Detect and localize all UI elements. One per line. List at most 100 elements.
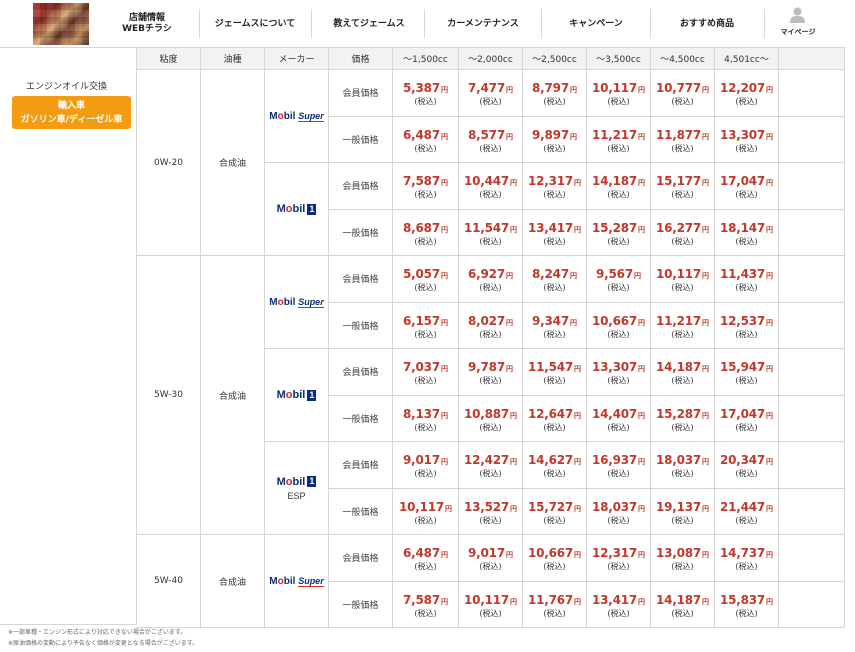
price-type-cell: 会員価格: [329, 163, 393, 210]
price-line: 8,687円: [403, 219, 448, 235]
yen-unit: 円: [510, 179, 518, 188]
price-line: 15,177円: [656, 172, 709, 188]
price-cell: 11,217円 (税込): [587, 116, 651, 163]
tax-label: (税込): [479, 97, 502, 107]
yen-unit: 円: [510, 458, 518, 467]
tax-label: (税込): [671, 562, 694, 572]
yen-unit: 円: [510, 597, 518, 606]
price-value: 11,547: [463, 220, 510, 235]
yen-unit: 円: [574, 411, 582, 420]
store-logo[interactable]: [33, 3, 89, 45]
yen-unit: 円: [638, 365, 646, 374]
tax-label: (税込): [735, 469, 758, 479]
tax-label: (税込): [735, 608, 758, 618]
general-price-label: 一般価格: [342, 414, 379, 425]
price-line: 15,287円: [656, 405, 709, 421]
maker-cell: Mobil Super: [265, 256, 329, 349]
price-value: 15,287: [655, 406, 702, 421]
price-line: 13,307円: [592, 358, 645, 374]
price-cell: 12,317円 (税込): [523, 163, 587, 210]
column-header: 〜2,000cc: [459, 47, 523, 70]
price-value: 8,797: [532, 81, 569, 96]
tax-label: (税込): [414, 236, 437, 246]
price-line: 10,887円: [464, 405, 517, 421]
price-line: 5,387円: [403, 79, 448, 95]
tax-label: (税込): [607, 515, 630, 525]
yen-unit: 円: [440, 132, 448, 141]
mypage-link[interactable]: マイページ: [780, 28, 816, 36]
yen-unit: 円: [702, 86, 710, 95]
price-cell: 16,277円 (税込): [651, 209, 715, 256]
price-line: 13,417円: [592, 591, 645, 607]
yen-unit: 円: [510, 411, 518, 420]
nav-ask-james[interactable]: 教えてジェームス: [333, 18, 405, 29]
price-cell: 9,787円 (税込): [459, 349, 523, 396]
yen-unit: 円: [505, 272, 513, 281]
column-header-label: 〜2,000cc: [468, 55, 513, 65]
price-cell: 14,187円 (税込): [651, 581, 715, 628]
price-value: 10,667: [591, 313, 638, 328]
tax-label: (税込): [671, 515, 694, 525]
price-value: 6,157: [403, 313, 440, 328]
yen-unit: 円: [766, 179, 774, 188]
nav-about-james[interactable]: ジェームスについて: [214, 18, 296, 29]
viscosity-label: 5W-40: [154, 576, 183, 586]
price-cell: 13,417円 (税込): [587, 581, 651, 628]
empty-cell: [779, 70, 845, 117]
price-value: 17,047: [719, 174, 766, 189]
price-cell: 10,117円 (税込): [459, 581, 523, 628]
yen-unit: 円: [638, 132, 646, 141]
yen-unit: 円: [702, 225, 710, 234]
yen-unit: 円: [505, 551, 513, 560]
yen-unit: 円: [445, 504, 453, 513]
tax-label: (税込): [607, 236, 630, 246]
price-type-cell: 会員価格: [329, 442, 393, 489]
price-cell: 14,627円 (税込): [523, 442, 587, 489]
yen-unit: 円: [702, 179, 710, 188]
price-type-cell: 会員価格: [329, 535, 393, 582]
price-cell: 8,027円 (税込): [459, 302, 523, 349]
viscosity-cell: 5W-40: [137, 535, 201, 628]
price-value: 8,027: [468, 313, 505, 328]
tax-label: (税込): [671, 329, 694, 339]
price-cell: 17,047円 (税込): [715, 163, 779, 210]
price-cell: 14,187円 (税込): [651, 349, 715, 396]
yen-unit: 円: [440, 458, 448, 467]
price-value: 7,587: [403, 592, 440, 607]
column-header: 〜1,500cc: [393, 47, 459, 70]
tax-label: (税込): [479, 608, 502, 618]
yen-unit: 円: [440, 86, 448, 95]
column-header-label: 価格: [351, 55, 370, 65]
tax-label: (税込): [607, 143, 630, 153]
price-value: 20,347: [719, 453, 766, 468]
price-value: 7,477: [468, 81, 505, 96]
tax-label: (税込): [543, 329, 566, 339]
yen-unit: 円: [569, 132, 577, 141]
nav-car-maintenance[interactable]: カーメンテナンス: [447, 18, 519, 29]
nav-recommended[interactable]: おすすめ商品: [679, 18, 734, 29]
general-price-label: 一般価格: [342, 321, 379, 332]
nav-store-info[interactable]: 店舗情報 WEBチラシ: [122, 13, 172, 34]
user-icon[interactable]: [790, 7, 805, 23]
price-cell: 10,887円 (税込): [459, 395, 523, 442]
price-value: 8,687: [403, 220, 440, 235]
member-price-label: 会員価格: [342, 368, 379, 379]
price-line: 9,787円: [468, 358, 513, 374]
price-line: 6,157円: [403, 312, 448, 328]
price-value: 8,577: [468, 127, 505, 142]
price-line: 15,727円: [528, 498, 581, 514]
price-value: 12,647: [527, 406, 574, 421]
price-value: 11,547: [527, 360, 574, 375]
price-type-cell: 一般価格: [329, 581, 393, 628]
price-line: 6,487円: [403, 126, 448, 142]
price-value: 14,407: [591, 406, 638, 421]
price-line: 10,117円: [592, 79, 645, 95]
yen-unit: 円: [638, 318, 646, 327]
price-cell: 12,647円 (税込): [523, 395, 587, 442]
price-line: 11,767円: [528, 591, 581, 607]
yen-unit: 円: [638, 411, 646, 420]
nav-campaign[interactable]: キャンペーン: [569, 18, 623, 29]
price-value: 13,307: [591, 360, 638, 375]
